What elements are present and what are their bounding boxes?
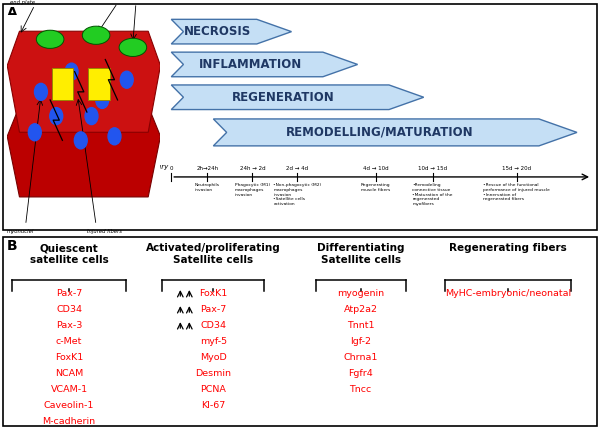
Text: Pax-7: Pax-7 — [56, 289, 82, 298]
Text: •Remodeling
connective tissue
•Maturation of the
regenerated
myofibers: •Remodeling connective tissue •Maturatio… — [412, 183, 453, 206]
Text: MyoD: MyoD — [200, 353, 227, 362]
Text: Regenerating fibers: Regenerating fibers — [449, 243, 567, 253]
Text: Phagocytic (M1)
macrophages
invasion: Phagocytic (M1) macrophages invasion — [235, 183, 270, 197]
Text: 24h → 2d: 24h → 2d — [240, 166, 265, 171]
Text: 2d → 4d: 2d → 4d — [287, 166, 308, 171]
Polygon shape — [7, 106, 160, 197]
Text: Chrna1: Chrna1 — [343, 353, 378, 362]
Text: Activated/proliferating
Satellite cells: Activated/proliferating Satellite cells — [146, 243, 281, 265]
Text: •Non-phagocytic (M2)
macrophages
invasion
•Satellite cells
activation: •Non-phagocytic (M2) macrophages invasio… — [273, 183, 322, 206]
Text: PCNA: PCNA — [200, 385, 227, 394]
Text: KI-67: KI-67 — [201, 401, 225, 410]
Text: INFLAMMATION: INFLAMMATION — [199, 58, 302, 71]
Text: NECROSIS: NECROSIS — [184, 25, 251, 38]
Text: Motor neuron
end plate: Motor neuron end plate — [10, 0, 46, 5]
Text: B: B — [7, 239, 18, 253]
Text: MyHC-embryonic/neonatal: MyHC-embryonic/neonatal — [445, 289, 571, 298]
Circle shape — [65, 63, 78, 80]
Bar — [88, 68, 110, 100]
Circle shape — [108, 128, 121, 145]
Circle shape — [120, 71, 133, 88]
Text: Time post-injury: Time post-injury — [111, 164, 168, 170]
Circle shape — [34, 83, 47, 100]
Circle shape — [50, 108, 63, 125]
Text: Fgfr4: Fgfr4 — [348, 369, 373, 378]
Ellipse shape — [82, 26, 110, 44]
Polygon shape — [171, 52, 358, 77]
Ellipse shape — [119, 38, 147, 56]
Text: VCAM-1: VCAM-1 — [50, 385, 88, 394]
Text: 10d → 15d: 10d → 15d — [418, 166, 447, 171]
Text: Pax-3: Pax-3 — [56, 321, 82, 330]
Polygon shape — [7, 31, 160, 132]
Text: myf-5: myf-5 — [200, 337, 227, 346]
Text: Igf-2: Igf-2 — [350, 337, 371, 346]
Ellipse shape — [36, 30, 64, 49]
Text: FoxK1: FoxK1 — [199, 289, 228, 298]
Text: Injured fibers: Injured fibers — [87, 229, 122, 234]
Text: FoxK1: FoxK1 — [55, 353, 84, 362]
Text: •Rescue of the functional
performance of injured muscle
•Innervation of
regenera: •Rescue of the functional performance of… — [483, 183, 551, 202]
Text: NCAM: NCAM — [55, 369, 84, 378]
Text: REMODELLING/MATURATION: REMODELLING/MATURATION — [286, 126, 474, 139]
Polygon shape — [171, 85, 424, 110]
Circle shape — [28, 124, 41, 141]
Text: Pax-7: Pax-7 — [200, 304, 227, 313]
Text: Quiescent
satellite cells: Quiescent satellite cells — [29, 243, 109, 265]
Text: CD34: CD34 — [200, 321, 227, 330]
Text: Atp2a2: Atp2a2 — [344, 304, 377, 313]
Bar — [52, 68, 73, 100]
Text: 4d → 10d: 4d → 10d — [363, 166, 388, 171]
Text: Desmin: Desmin — [195, 369, 231, 378]
Text: myonuclei: myonuclei — [7, 229, 35, 234]
Text: Regenerating
muscle fibers: Regenerating muscle fibers — [361, 183, 391, 192]
Circle shape — [85, 108, 98, 125]
Text: 2h→24h: 2h→24h — [197, 166, 218, 171]
Text: CD34: CD34 — [56, 304, 82, 313]
Text: 15d → 20d: 15d → 20d — [502, 166, 531, 171]
Circle shape — [96, 92, 109, 108]
Circle shape — [75, 132, 87, 149]
Text: Differentiating
Satellite cells: Differentiating Satellite cells — [317, 243, 404, 265]
Polygon shape — [213, 119, 577, 146]
Text: c-Met: c-Met — [56, 337, 82, 346]
Text: Tncc: Tncc — [349, 385, 372, 394]
Text: Neutrophils
invasion: Neutrophils invasion — [195, 183, 220, 192]
Text: 0: 0 — [169, 166, 173, 171]
Text: myogenin: myogenin — [337, 289, 384, 298]
Text: M-cadherin: M-cadherin — [43, 417, 96, 426]
Text: Tnnt1: Tnnt1 — [347, 321, 374, 330]
Text: Caveolin-1: Caveolin-1 — [44, 401, 94, 410]
Polygon shape — [171, 19, 291, 44]
Text: REGENERATION: REGENERATION — [232, 91, 335, 104]
Text: A: A — [7, 6, 18, 20]
